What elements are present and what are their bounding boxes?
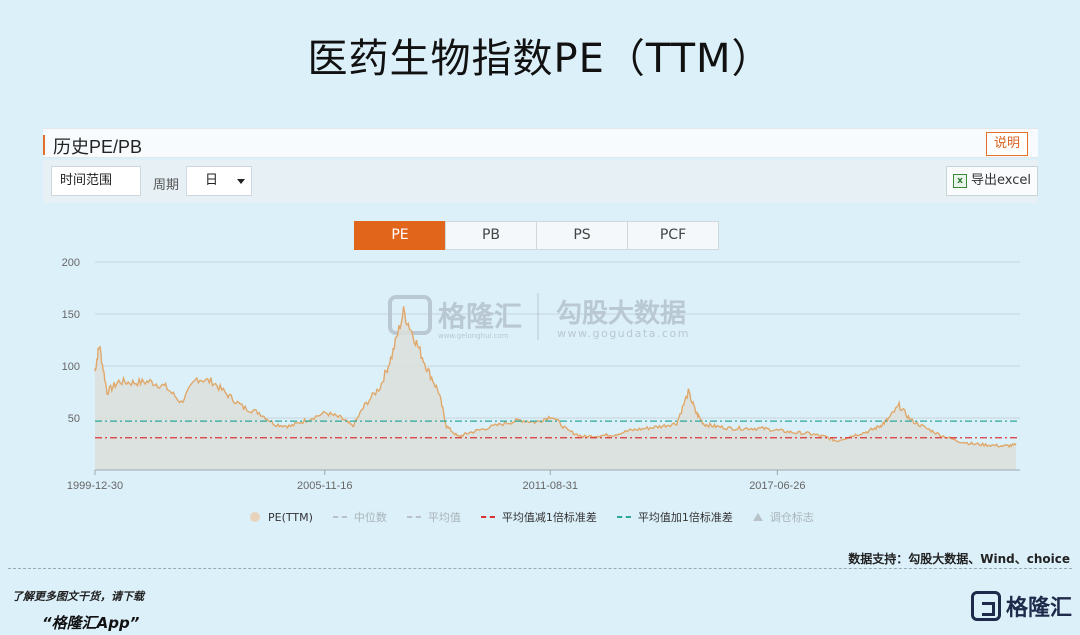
legend-dash-icon	[332, 516, 347, 518]
legend-item-median[interactable]: 中位数	[332, 509, 387, 525]
y-tick-label: 100	[62, 361, 80, 373]
filter-toolbar: 时间范围 周期 日 x 导出excel	[43, 160, 1038, 203]
ratio-tabs: PE PB PS PCF	[354, 221, 719, 250]
triangle-icon	[752, 513, 763, 521]
logo-text: 格隆汇	[1005, 596, 1072, 621]
pe-line	[94, 306, 1017, 449]
legend-label: 平均值加1倍标准差	[637, 511, 733, 524]
excel-icon: x	[953, 174, 967, 188]
watermark-brand2-url: www.gogudata.com	[557, 327, 690, 340]
panel-title: 历史PE/PB	[53, 137, 143, 157]
time-range-button[interactable]: 时间范围	[51, 166, 141, 196]
watermark: 格隆汇 www.gelonghui.com 勾股大数据 www.gogudata…	[388, 293, 690, 340]
footer-divider	[8, 568, 1072, 569]
export-excel-label: 导出excel	[971, 173, 1031, 188]
promo-text: 了解更多图文干货，请下载	[12, 590, 144, 603]
help-button[interactable]: 说明	[985, 132, 1028, 156]
promo-app-name: “格隆汇App”	[42, 614, 140, 632]
x-tick-label: 2011-08-31	[523, 480, 578, 492]
legend-item-mean-minus-sd[interactable]: 平均值减1倍标准差	[480, 509, 597, 525]
x-tick-label: 1999-12-30	[67, 480, 123, 492]
page-title: 医药生物指数PE（TTM）	[307, 36, 773, 82]
pe-area-fill	[95, 306, 1017, 470]
legend-item-mean[interactable]: 平均值	[406, 509, 461, 525]
x-tick-label: 2005-11-16	[297, 480, 352, 492]
watermark-brand1-url: www.gelonghui.com	[438, 332, 509, 340]
legend-label: 中位数	[353, 511, 387, 524]
legend-item-mean-plus-sd[interactable]: 平均值加1倍标准差	[616, 509, 733, 525]
tab-pe[interactable]: PE	[354, 221, 446, 250]
watermark-logo-icon	[388, 295, 432, 335]
legend-item-pe[interactable]: PE(TTM)	[250, 511, 313, 524]
y-tick-label: 50	[68, 413, 80, 425]
period-select-value: 日	[205, 173, 219, 188]
caret-down-icon	[237, 179, 245, 184]
period-select[interactable]: 日	[186, 166, 252, 196]
export-excel-button[interactable]: x 导出excel	[946, 166, 1038, 196]
legend-item-rebalance[interactable]: 调仓标志	[752, 509, 814, 525]
chart-axes: 50 100 150 200 1999-12-30 2005-11-16 2011-08-3…	[62, 257, 1020, 492]
watermark-brand2: 勾股大数据	[556, 299, 686, 329]
watermark-brand1: 格隆汇	[438, 300, 522, 333]
legend-dash-icon	[616, 516, 631, 518]
tab-pcf[interactable]: PCF	[627, 221, 719, 250]
y-tick-label: 200	[62, 257, 80, 269]
legend-dash-icon	[406, 516, 421, 518]
period-label: 周期	[153, 178, 180, 193]
legend-dash-icon	[480, 516, 495, 518]
legend-dot-icon	[250, 512, 260, 522]
chart-grid	[95, 261, 1020, 419]
reference-lines	[95, 420, 1020, 439]
logo-icon	[970, 591, 1001, 621]
panel-accent-bar	[43, 135, 45, 155]
pe-series-area	[94, 306, 1017, 470]
brand-logo: 格隆汇	[970, 590, 1072, 622]
x-tick-label: 2017-06-26	[749, 480, 805, 492]
y-tick-label: 150	[62, 309, 80, 321]
legend-label: 调仓标志	[769, 511, 814, 524]
chart-legend: PE(TTM) 中位数 平均值 平均值减1倍标准差 平均值加1倍标准差 调仓标志	[250, 509, 834, 525]
panel-header: 历史PE/PB 说明	[43, 128, 1038, 158]
data-source-note: 数据支持：勾股大数据、Wind、choice	[848, 552, 1070, 566]
tab-ps[interactable]: PS	[536, 221, 628, 250]
legend-label: 平均值	[427, 511, 461, 524]
legend-label: PE(TTM)	[268, 510, 313, 524]
legend-label: 平均值减1倍标准差	[501, 511, 597, 524]
